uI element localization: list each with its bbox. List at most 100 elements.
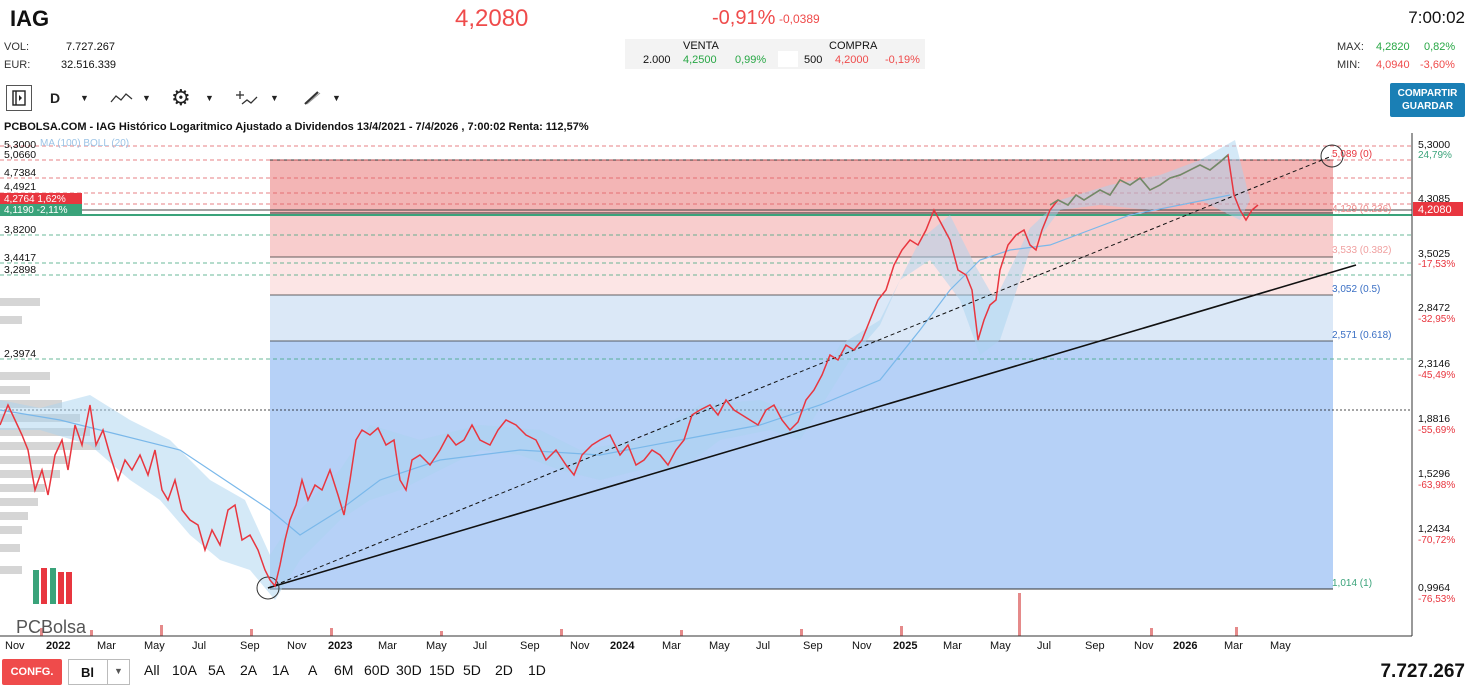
settings-chevron-icon[interactable]: ▼ (205, 93, 214, 103)
left-level: 2,3974 (4, 348, 36, 360)
fib-label: 4,129 (0.236) (1332, 204, 1392, 215)
sell-percent: 0,99% (735, 54, 767, 66)
period-10a[interactable]: 10A (172, 662, 197, 678)
x-label: Mar (1224, 640, 1243, 652)
save-label: GUARDAR (1401, 101, 1454, 112)
right-pct: -63,98% (1418, 480, 1455, 491)
right-price: 1,5296 (1418, 468, 1450, 480)
settings-gear-icon[interactable]: ⚙ (171, 85, 191, 110)
chart-style-icon (110, 93, 133, 103)
period-5d[interactable]: 5D (463, 662, 481, 678)
ticker-symbol: IAG (10, 6, 50, 31)
period-30d[interactable]: 30D (396, 662, 422, 678)
x-label: Mar (378, 640, 397, 652)
price-chart[interactable]: Nov 2022 Mar May Jul Sep Nov 2023 Mar Ma… (0, 133, 1477, 657)
right-price: 3,5025 (1418, 248, 1450, 260)
config-button[interactable]: CONFG. (2, 659, 62, 685)
sell-price: 4,2500 (683, 54, 717, 66)
left-level: 3,8200 (4, 224, 36, 236)
buy-label: COMPRA (829, 40, 878, 52)
x-label: Jul (473, 640, 487, 652)
logo-text: PCBolsa (16, 617, 87, 637)
chart-type-value: Bl (81, 665, 94, 680)
x-label: Sep (240, 640, 260, 652)
volume-bars (40, 593, 1238, 636)
period-5a[interactable]: 5A (208, 662, 226, 678)
x-label: May (144, 640, 165, 652)
left-badge-red: 4,2764 1,62% (4, 194, 66, 205)
right-price: 5,3000 (1418, 139, 1450, 151)
eur-value: 32.516.339 (61, 59, 117, 71)
x-label: Mar (97, 640, 116, 652)
period-15d[interactable]: 15D (429, 662, 455, 678)
chart-style-chevron-icon[interactable]: ▼ (142, 93, 151, 103)
sell-label: VENTA (683, 40, 719, 52)
left-badge-green: 4,1190 -2,11% (4, 205, 68, 216)
panel-toggle-icon (12, 90, 26, 106)
fib-label: 3,052 (0.5) (1332, 284, 1380, 295)
x-label: Sep (520, 640, 540, 652)
right-price: 1,8816 (1418, 413, 1450, 425)
x-label: May (709, 640, 730, 652)
period-all[interactable]: All (144, 662, 160, 678)
anchor-circle-end[interactable] (1320, 144, 1344, 168)
current-price-badge-bg (1413, 202, 1463, 216)
change-absolute: -0,0389 (779, 12, 820, 26)
indicators-button[interactable] (236, 85, 260, 111)
x-label: Sep (803, 640, 823, 652)
right-pct: -17,53% (1418, 259, 1455, 270)
x-label: Nov (570, 640, 590, 652)
volume-total: 7.727.267 (1380, 661, 1465, 682)
drawing-tools-button[interactable] (302, 85, 322, 111)
period-6m[interactable]: 6M (334, 662, 354, 678)
right-pct: -76,53% (1418, 594, 1455, 605)
right-price: 1,2434 (1418, 523, 1450, 535)
x-label: Mar (662, 640, 681, 652)
trend-line-solid (267, 264, 1357, 589)
volume-value: 7.727.267 (66, 41, 115, 53)
chart-type-select[interactable]: Bl ▼ (68, 659, 130, 685)
chart-style-button[interactable] (110, 85, 134, 111)
chart-title: PCBOLSA.COM - IAG Histórico Logaritmico … (4, 121, 589, 133)
bollinger-band (0, 140, 1250, 600)
period-1d[interactable]: 1D (528, 662, 546, 678)
x-axis-labels: Nov 2022 Mar May Jul Sep Nov 2023 Mar Ma… (5, 640, 1291, 652)
fib-labels: 5,089 (0) 4,129 (0.236) 3,533 (0.382) 3,… (1332, 149, 1392, 589)
period-60d[interactable]: 60D (364, 662, 390, 678)
interval-selector[interactable]: D (50, 90, 61, 106)
max-value: 4,2820 (1376, 41, 1410, 53)
left-level: 4,4921 (4, 181, 36, 193)
x-label: May (990, 640, 1011, 652)
share-save-button[interactable]: COMPARTIR GUARDAR (1390, 83, 1465, 117)
indicators-chevron-icon[interactable]: ▼ (270, 93, 279, 103)
max-label: MAX: (1337, 41, 1364, 53)
x-label: Nov (5, 640, 25, 652)
select-divider (107, 660, 108, 684)
left-level-labels: 5,3000 5,0660 4,7384 4,4921 3,8200 3,441… (4, 139, 36, 360)
x-label: Nov (1134, 640, 1154, 652)
right-percent-labels: 24,79% -17,53% -32,95% -45,49% -55,69% -… (1418, 150, 1455, 605)
period-1a[interactable]: 1A (272, 662, 290, 678)
moving-average-line (0, 194, 1231, 536)
left-level: 3,4417 (4, 252, 36, 264)
right-price: 2,8472 (1418, 302, 1450, 314)
x-label: 2024 (610, 640, 635, 652)
left-level: 3,2898 (4, 264, 36, 276)
indicator-label: MA (100) BOLL (20) (40, 138, 129, 149)
x-label: Nov (287, 640, 307, 652)
price-line (0, 153, 1259, 588)
right-pct: -45,49% (1418, 370, 1455, 381)
period-2a[interactable]: 2A (240, 662, 258, 678)
interval-chevron-icon[interactable]: ▼ (80, 93, 89, 103)
buy-percent: -0,19% (885, 54, 920, 66)
pencil-icon (304, 91, 321, 105)
period-2d[interactable]: 2D (495, 662, 513, 678)
x-label: Jul (1037, 640, 1051, 652)
drawing-tools-chevron-icon[interactable]: ▼ (332, 93, 341, 103)
x-label: Mar (943, 640, 962, 652)
period-a[interactable]: A (308, 662, 318, 678)
right-pct: 24,79% (1418, 150, 1452, 161)
min-label: MIN: (1337, 59, 1361, 71)
change-percent: -0,91% (712, 7, 776, 29)
panel-toggle-button[interactable] (6, 85, 32, 111)
